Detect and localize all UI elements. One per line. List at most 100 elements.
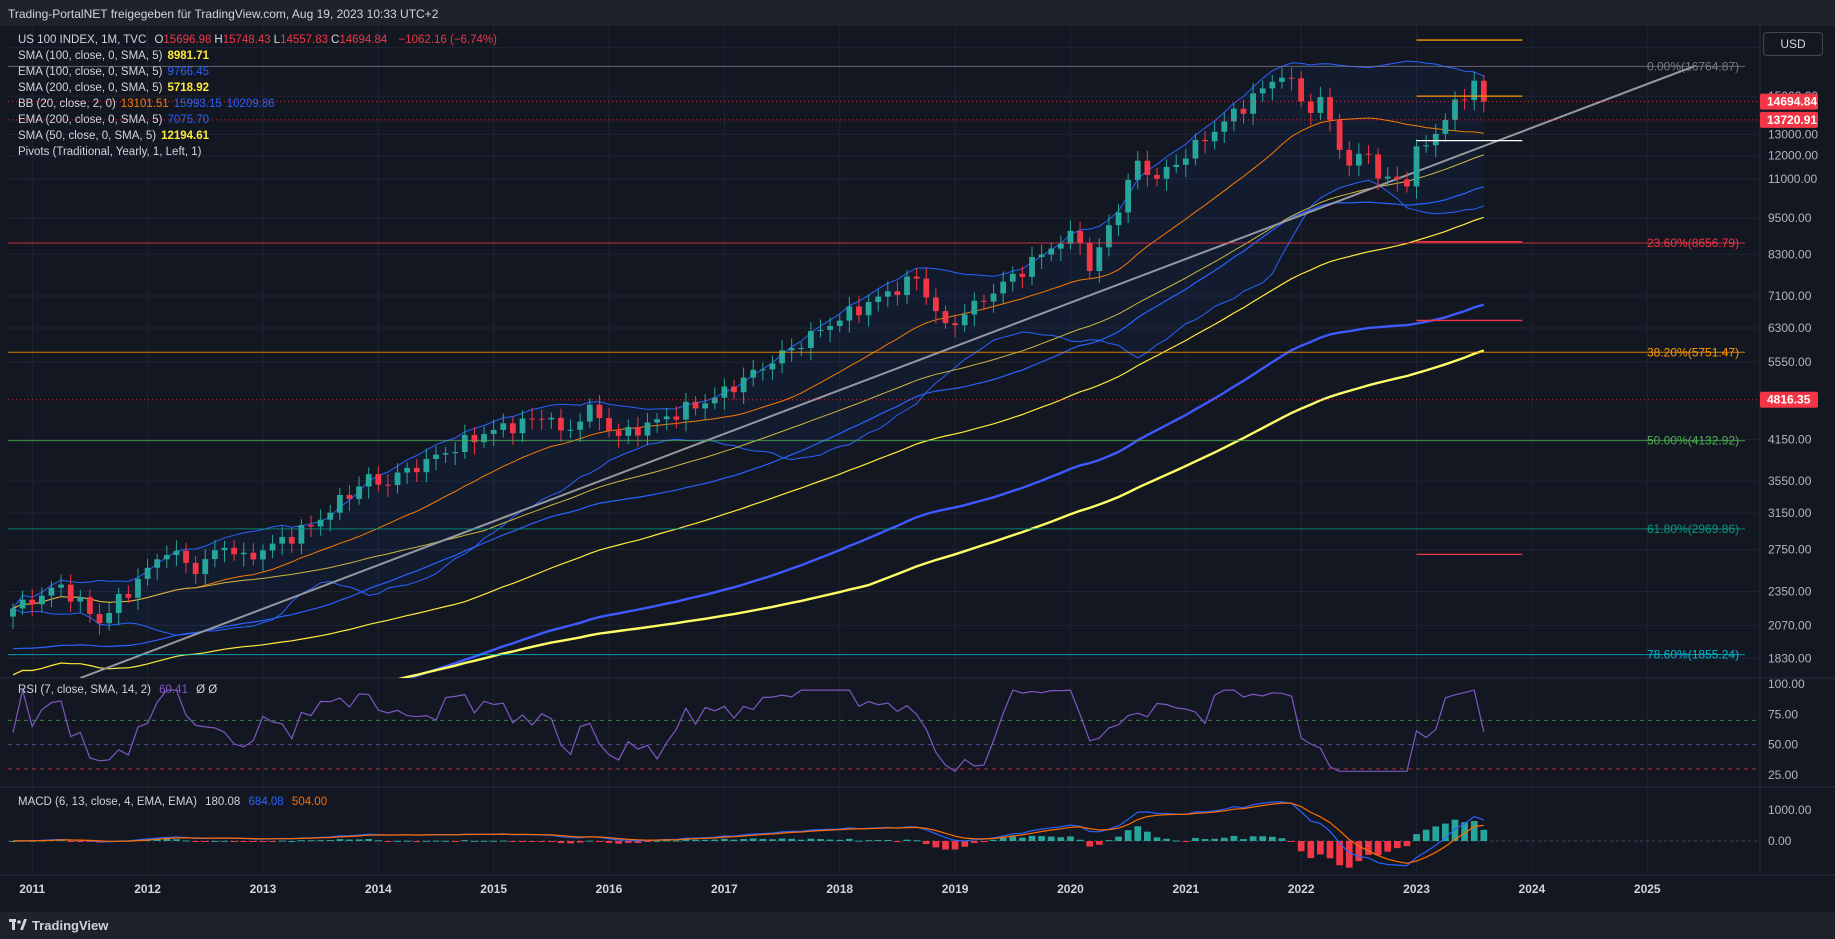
- macd-histogram-bar: [817, 839, 824, 841]
- time-axis-tick: 2015: [480, 882, 507, 896]
- candle-body: [1480, 80, 1487, 102]
- candle-body: [1202, 139, 1208, 142]
- macd-histogram-bar: [797, 839, 805, 841]
- macd-legend-macd: 684.08: [248, 796, 284, 808]
- candle-body: [404, 467, 411, 473]
- indicator-name: SMA (100, close, 0, SMA, 5): [18, 50, 163, 62]
- price-axis-tick: 2350.00: [1768, 584, 1812, 598]
- indicator-value: 8981.71: [167, 50, 210, 62]
- candle-body: [77, 597, 84, 602]
- indicator-value: 5718.92: [167, 82, 210, 94]
- macd-histogram-bar: [1259, 836, 1267, 841]
- price-pane: [10, 60, 1696, 678]
- indicator-legend-row: SMA (200, close, 0, SMA, 5) 5718.92: [18, 82, 214, 94]
- candle-body: [625, 427, 632, 436]
- indicator-value: 15993.15: [173, 98, 222, 110]
- macd-histogram-bar: [1230, 835, 1238, 841]
- footer: TradingView: [0, 912, 1835, 939]
- macd-histogram-bar: [153, 838, 161, 841]
- macd-histogram-bar: [346, 839, 353, 841]
- macd-histogram-bar: [596, 841, 603, 842]
- macd-histogram-bar: [1038, 836, 1045, 841]
- macd-histogram-bar: [1105, 840, 1113, 842]
- macd-histogram-bar: [67, 841, 75, 842]
- indicator-name: EMA (100, close, 0, SMA, 5): [18, 66, 163, 78]
- candle-body: [183, 550, 189, 563]
- macd-histogram-bar: [461, 840, 469, 842]
- macd-histogram-bar: [1047, 836, 1055, 841]
- macd-histogram-bar: [1095, 841, 1103, 845]
- candle-body: [1173, 164, 1180, 167]
- candle-body: [308, 525, 314, 527]
- macd-histogram-bar: [1470, 821, 1478, 841]
- macd-histogram-bar: [586, 840, 594, 842]
- candle-body: [673, 416, 680, 420]
- candle-body: [260, 550, 266, 560]
- candle-body: [442, 453, 449, 455]
- candle-body: [288, 537, 295, 544]
- indicator-name: Pivots (Traditional, Yearly, 1, Left, 1): [18, 146, 202, 158]
- indicator-value: 9766.45: [167, 66, 210, 78]
- candle-body: [154, 559, 161, 568]
- candle-body: [1423, 145, 1430, 147]
- candle-body: [58, 584, 64, 588]
- macd-histogram-bar: [845, 838, 853, 841]
- candle-body: [798, 348, 805, 350]
- candle-body: [452, 451, 459, 454]
- candle-body: [279, 537, 286, 544]
- candle-body: [317, 519, 324, 527]
- macd-histogram-bar: [374, 840, 382, 842]
- candle-body: [211, 550, 218, 560]
- macd-histogram-bar: [432, 840, 440, 842]
- macd-histogram-bar: [259, 841, 267, 842]
- candle-body: [1029, 257, 1035, 277]
- candle-body: [1394, 176, 1401, 180]
- macd-histogram-bar: [634, 841, 642, 844]
- macd-histogram-bar: [192, 841, 200, 842]
- candle-body: [1442, 119, 1449, 134]
- time-axis-tick: 2018: [826, 882, 853, 896]
- price-label: 13720.91: [1767, 113, 1817, 127]
- candle-body: [1211, 131, 1218, 142]
- candle-body: [952, 323, 958, 326]
- price-axis-tick: 4150.00: [1768, 432, 1812, 446]
- candle-body: [904, 276, 910, 295]
- macd-histogram-bar: [86, 841, 94, 843]
- macd-histogram-bar: [1480, 829, 1488, 841]
- candle-body: [1471, 80, 1478, 101]
- candle-body: [365, 474, 372, 487]
- macd-histogram-bar: [990, 839, 997, 841]
- candle-body: [654, 419, 660, 423]
- price-axis-tick: 6300.00: [1768, 321, 1812, 335]
- price-label-bg: [1760, 93, 1818, 110]
- macd-histogram-bar: [1163, 838, 1170, 841]
- macd-histogram-bar: [970, 841, 978, 844]
- price-label-bg: [1760, 391, 1818, 408]
- macd-histogram-bar: [961, 841, 969, 847]
- candle-body: [1375, 154, 1381, 179]
- macd-histogram-bar: [778, 838, 786, 841]
- legend-ohlc-o: O15696.98: [154, 34, 212, 46]
- candle-body: [538, 418, 545, 420]
- candle-body: [29, 599, 36, 605]
- candle-body: [942, 311, 949, 324]
- candle-body: [1365, 153, 1372, 155]
- currency-button[interactable]: USD: [1763, 32, 1823, 56]
- candle-body: [529, 418, 535, 420]
- macd-histogram-bar: [1211, 838, 1219, 841]
- rsi-line: [12, 689, 1485, 773]
- macd-histogram-bar: [9, 841, 17, 842]
- candle-body: [634, 427, 641, 436]
- candle-body: [702, 403, 709, 409]
- macd-histogram-bar: [759, 839, 767, 841]
- candle-body: [471, 434, 478, 443]
- indicator-name: SMA (50, close, 0, SMA, 5): [18, 130, 157, 142]
- candle-body: [836, 320, 843, 326]
- macd-histogram-bar: [528, 841, 536, 842]
- macd-histogram-bar: [480, 840, 488, 842]
- candle-body: [596, 404, 603, 419]
- candle-body: [1452, 99, 1458, 120]
- macd-signal-line: [12, 802, 1484, 864]
- candle-body: [779, 350, 785, 364]
